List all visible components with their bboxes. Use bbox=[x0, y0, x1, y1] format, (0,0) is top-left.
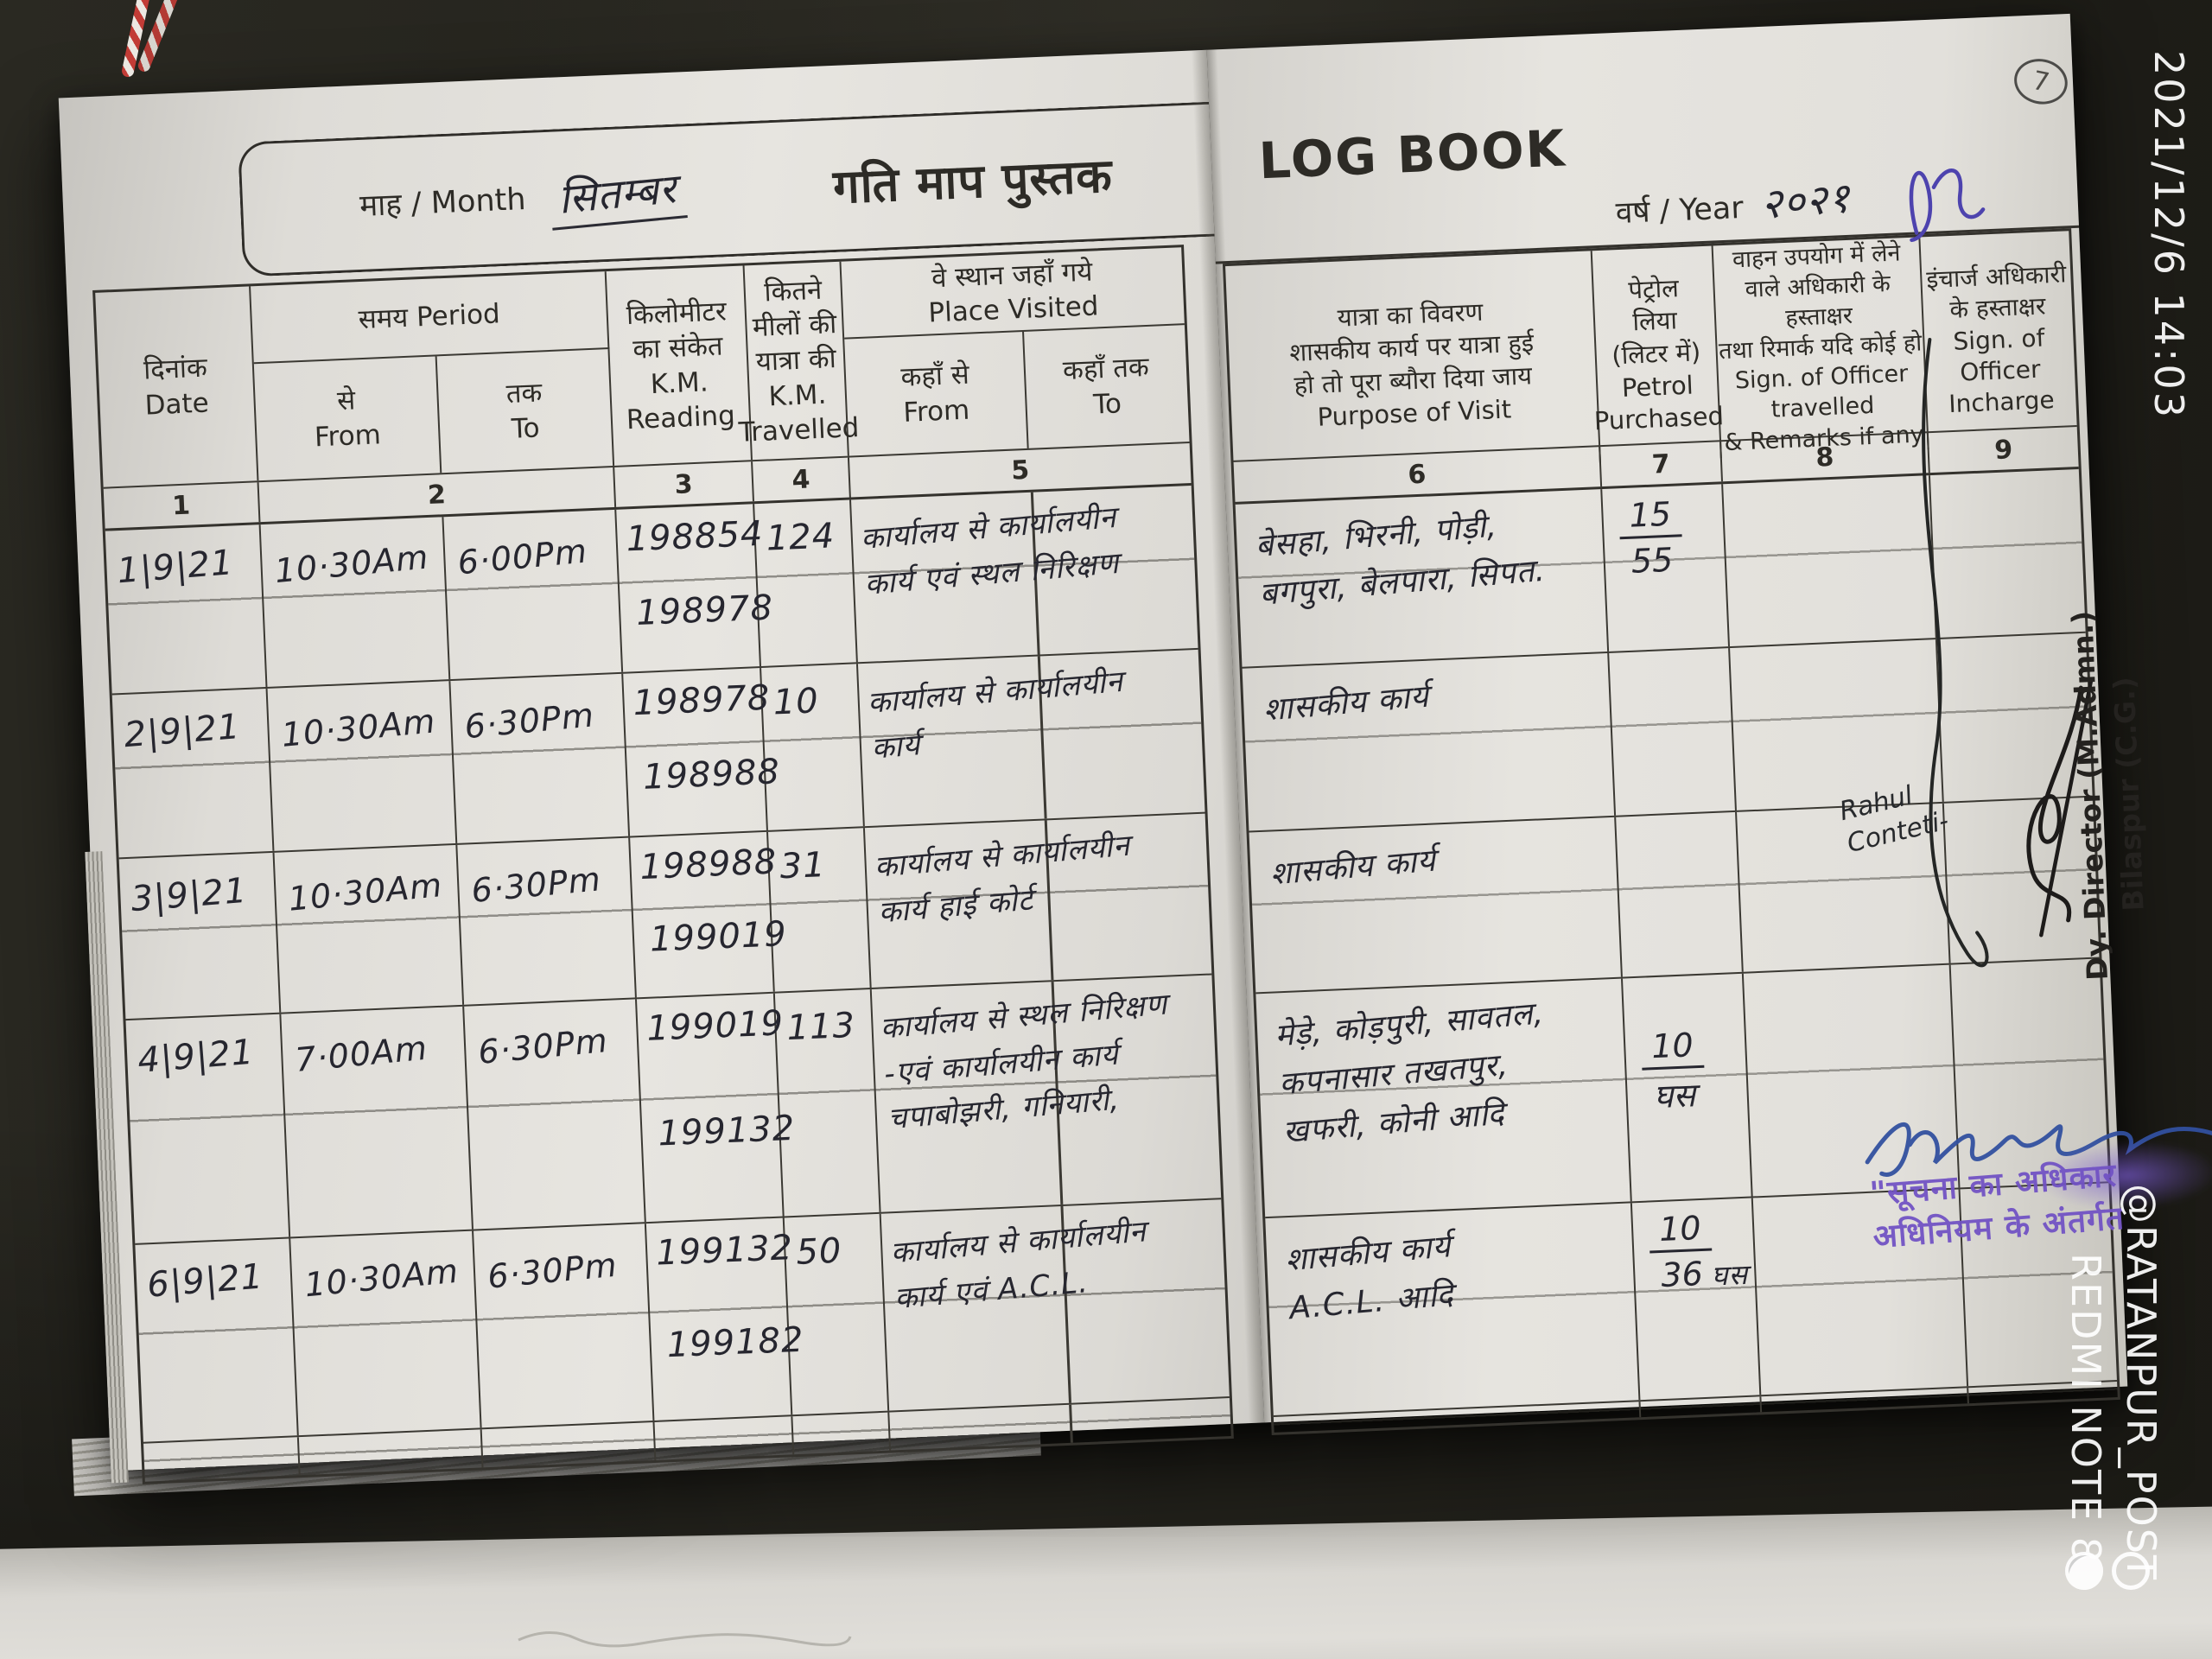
watermark-device: REDMI NOTE 8 bbox=[2063, 1253, 2109, 1564]
petrol-value bbox=[1625, 661, 1626, 673]
km-start-value: 199132 bbox=[655, 1228, 794, 1274]
km-end-value: 199182 bbox=[665, 1319, 805, 1365]
place-visited-value: कार्यालय से कार्यालयीन कार्य एवं A.C.L. bbox=[889, 1214, 1148, 1316]
km-travelled-value: 10 bbox=[772, 681, 820, 723]
book-title-english: LOG BOOK bbox=[1257, 118, 1567, 191]
place-visited-value: कार्यालय से कार्यालयीन कार्य हाई कोर्ट bbox=[873, 828, 1132, 931]
date-value: 6|9|21 bbox=[145, 1256, 265, 1306]
date-value: 4|9|21 bbox=[136, 1032, 256, 1081]
col-header-purpose: यात्रा का विवरण शासकीय कार्य पर यात्रा ह… bbox=[1225, 251, 1601, 479]
km-end-value: 198978 bbox=[635, 588, 774, 633]
col-header-time-from: से From bbox=[253, 356, 442, 481]
date-value: 3|9|21 bbox=[129, 870, 249, 920]
petrol-value: 10 घस bbox=[1640, 1025, 1707, 1119]
col-number-1: 1 bbox=[103, 482, 261, 529]
time-to-value: 6·30Pm bbox=[462, 696, 596, 747]
time-from-value: 10·30Am bbox=[302, 1251, 461, 1305]
col-number-4: 4 bbox=[753, 457, 851, 502]
purpose-value: बेसहा, भिरनी, पोड़ी, बगपुरा, बेलपारा, सि… bbox=[1254, 508, 1548, 613]
purpose-value: शासकीय कार्य A.C.L. आदि bbox=[1283, 1229, 1455, 1327]
purpose-value: मेड़े, कोड़पुरी, सावतल, कपनासार तखतपुर, … bbox=[1273, 995, 1546, 1150]
watermark-handle: @RATANPUR_POST bbox=[2118, 1183, 2164, 1582]
month-label: माह / Month bbox=[359, 181, 527, 224]
col-header-time-to: तक To bbox=[436, 349, 615, 474]
col-number-7: 7 bbox=[1600, 442, 1724, 487]
time-to-value: 6·30Pm bbox=[486, 1245, 620, 1296]
km-end-value: 199132 bbox=[657, 1109, 797, 1154]
col-header-km-reading: किलोमीटर का संकेत K.M. Reading bbox=[606, 265, 753, 466]
petrol-value: 10 36 bbox=[1648, 1208, 1713, 1295]
petrol-value: 15 55 bbox=[1618, 494, 1684, 581]
sign-incharge-cell bbox=[1930, 469, 2086, 638]
book-title-hindi: गति माप पुस्तक bbox=[831, 148, 1114, 215]
time-from-value: 10·30Am bbox=[286, 866, 445, 918]
date-value: 2|9|21 bbox=[122, 707, 242, 756]
logo-ring-icon bbox=[2112, 1552, 2150, 1590]
sign-travelled-cell bbox=[1743, 964, 1961, 1197]
col-number-8: 8 bbox=[1721, 433, 1930, 482]
col-header-sign-incharge: इंचार्ज अधिकारी के हस्ताक्षर Sign. of Of… bbox=[1925, 259, 2067, 419]
time-to-value: 6·30Pm bbox=[476, 1020, 610, 1071]
place-visited-value: कार्यालय से कार्यालयीन कार्य bbox=[866, 664, 1125, 766]
km-start-value: 199019 bbox=[645, 1003, 785, 1049]
km-start-value: 198988 bbox=[639, 842, 779, 888]
km-travelled-value: 113 bbox=[785, 1005, 856, 1049]
logbook-title-strip: LOG BOOK वर्ष / Year २०२१ 7 bbox=[1208, 52, 2080, 264]
table-row: 4|9|21 7·00Am 6·30Pm 199019 199132 113 का… bbox=[125, 975, 1222, 1245]
watermark-logo bbox=[2065, 1552, 2150, 1590]
date-value: 1|9|21 bbox=[116, 543, 235, 592]
time-to-value: 6·00Pm bbox=[455, 531, 589, 582]
time-to-value: 6·30Pm bbox=[469, 860, 603, 911]
place-visited-value: कार्यालय से कार्यालयीन कार्य एवं स्थल नि… bbox=[859, 499, 1121, 602]
petrol-note: घस bbox=[1710, 1257, 1749, 1293]
km-travelled-value: 50 bbox=[795, 1230, 843, 1273]
col-number-3: 3 bbox=[614, 461, 754, 507]
open-log-book: माह / Month सितम्बर गति माप पुस्तक दिनां… bbox=[58, 13, 2212, 1484]
col-header-place-from: कहाँ से From bbox=[844, 331, 1029, 456]
sign-travelled-cell bbox=[1723, 475, 1937, 647]
col-header-period: समय Period bbox=[251, 271, 610, 365]
col-number-9: 9 bbox=[1993, 434, 2013, 466]
km-travelled-value: 31 bbox=[779, 845, 827, 887]
circled-page-number: 7 bbox=[2010, 54, 2072, 110]
km-travelled-value: 124 bbox=[765, 516, 836, 559]
place-visited-value: कार्यालय से स्थल निरिक्षण -एवं कार्यालयी… bbox=[879, 987, 1169, 1137]
km-start-value: 198978 bbox=[632, 677, 772, 724]
left-page: माह / Month सितम्बर गति माप पुस्तक दिनां… bbox=[58, 49, 1265, 1484]
col-header-place-to: कहाँ तक To bbox=[1062, 352, 1150, 421]
km-end-value: 198988 bbox=[642, 751, 781, 798]
year-value-handwritten: २०२१ bbox=[1758, 174, 1853, 229]
time-from-value: 7·00Am bbox=[293, 1028, 429, 1079]
km-start-value: 198854 bbox=[625, 513, 765, 560]
logo-dot-icon bbox=[2065, 1552, 2103, 1590]
col-header-sign-travelled: वाहन उपयोग में लेने वाले अधिकारी के हस्त… bbox=[1713, 237, 1929, 458]
time-from-value: 10·30Am bbox=[272, 537, 431, 591]
col-header-date: दिनांक Date bbox=[95, 286, 259, 487]
year-label: वर्ष / Year bbox=[1615, 190, 1745, 232]
km-end-value: 199019 bbox=[649, 914, 788, 960]
petrol-value bbox=[1632, 825, 1633, 837]
month-value-handwritten: सितम्बर bbox=[547, 157, 689, 231]
watermark-timestamp: 2021/12/6 14:03 bbox=[2145, 49, 2192, 421]
col-header-place-visited: वे स्थान जहाँ गये Place Visited bbox=[841, 247, 1185, 340]
loose-sheet-below bbox=[0, 1505, 2212, 1659]
table-header-right: यात्रा का विवरण शासकीय कार्य पर यात्रा ह… bbox=[1225, 231, 2077, 479]
time-from-value: 10·30Am bbox=[279, 702, 438, 754]
col-header-km-travelled: कितने मीलों की यात्रा की K.M. Travelled bbox=[738, 261, 860, 461]
log-table-left: दिनांक Date समय Period से From तक To किल… bbox=[92, 245, 1234, 1484]
col-header-petrol: पेट्रोल लिया (लिटर में) Petrol Purchased bbox=[1592, 245, 1725, 463]
log-table-right: यात्रा का विवरण शासकीय कार्य पर यात्रा ह… bbox=[1222, 228, 2120, 1436]
